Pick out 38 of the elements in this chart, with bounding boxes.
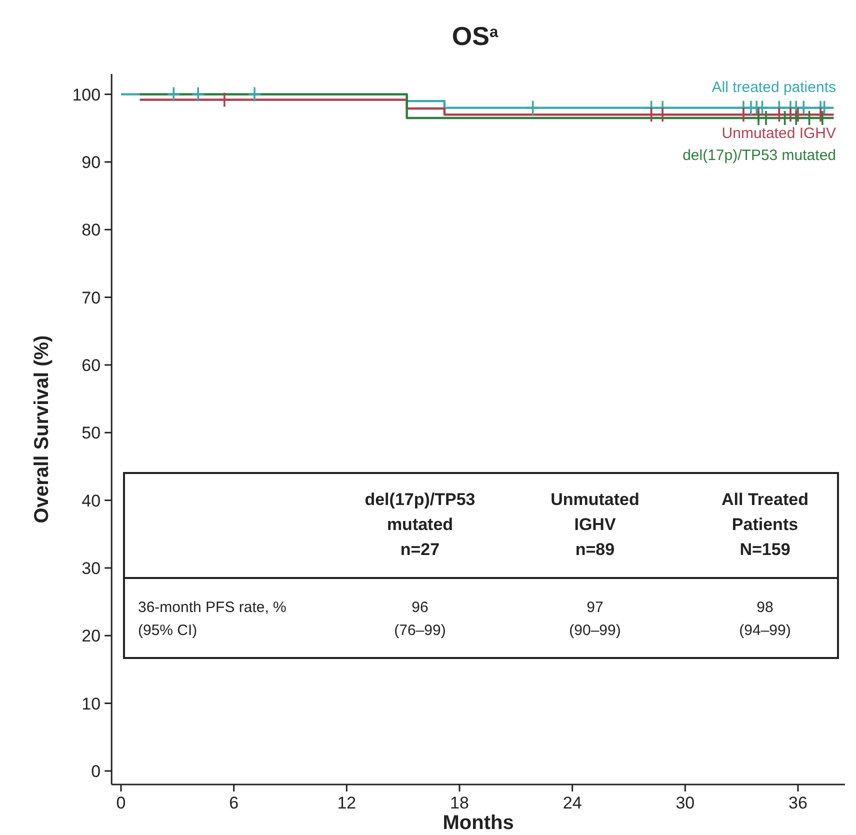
- x-tick-label: 0: [116, 794, 126, 812]
- x-tick-label: 30: [676, 794, 695, 812]
- x-tick-label: 12: [337, 794, 356, 812]
- y-tick-label: 40: [82, 491, 101, 510]
- y-axis-title: Overall Survival (%): [31, 335, 53, 524]
- annotation: 97 (90–99): [569, 599, 621, 639]
- y-tick-label: 50: [82, 424, 101, 443]
- y-tick-label: 20: [82, 626, 101, 646]
- x-tick-label: 6: [229, 794, 239, 812]
- x-tick-label: 24: [562, 794, 582, 812]
- series-label: All treated patients: [712, 79, 836, 96]
- y-tick-label: 10: [82, 694, 101, 714]
- point: [166, 86, 181, 102]
- annotation: 96 (76–99): [394, 599, 446, 639]
- y-tick-label: 90: [82, 152, 101, 172]
- y-tick-label: 100: [72, 85, 101, 104]
- point: [778, 110, 792, 126]
- point: [248, 86, 262, 102]
- annotation: All Treated Patients N=159: [722, 490, 808, 559]
- point: [218, 92, 232, 108]
- x-tick-label: 18: [450, 794, 469, 812]
- y-tick-label: 30: [82, 558, 101, 578]
- annotation: Unmutated IGHV n=89: [550, 490, 640, 559]
- annotation: 98 (94–99): [739, 599, 791, 639]
- chart-title: OS$^{a}$: [452, 21, 498, 51]
- series-label: Unmutated IGHV: [722, 125, 836, 142]
- y-tick-label: 0: [91, 762, 101, 781]
- x-tick-label: 36: [788, 794, 808, 812]
- y-tick-label: 80: [82, 220, 101, 240]
- series-label: del(17p)/TP53 mutated: [682, 147, 836, 164]
- point: [191, 86, 206, 102]
- annotation: del(17p)/TP53 mutated n=27: [364, 490, 476, 559]
- point: [796, 100, 811, 116]
- y-tick-label: 70: [82, 288, 101, 308]
- annotation: 36-month PFS rate, % (95% CI): [138, 599, 286, 639]
- x-axis-title: Months: [442, 812, 514, 834]
- point: [526, 100, 540, 116]
- y-tick-label: 60: [82, 356, 101, 375]
